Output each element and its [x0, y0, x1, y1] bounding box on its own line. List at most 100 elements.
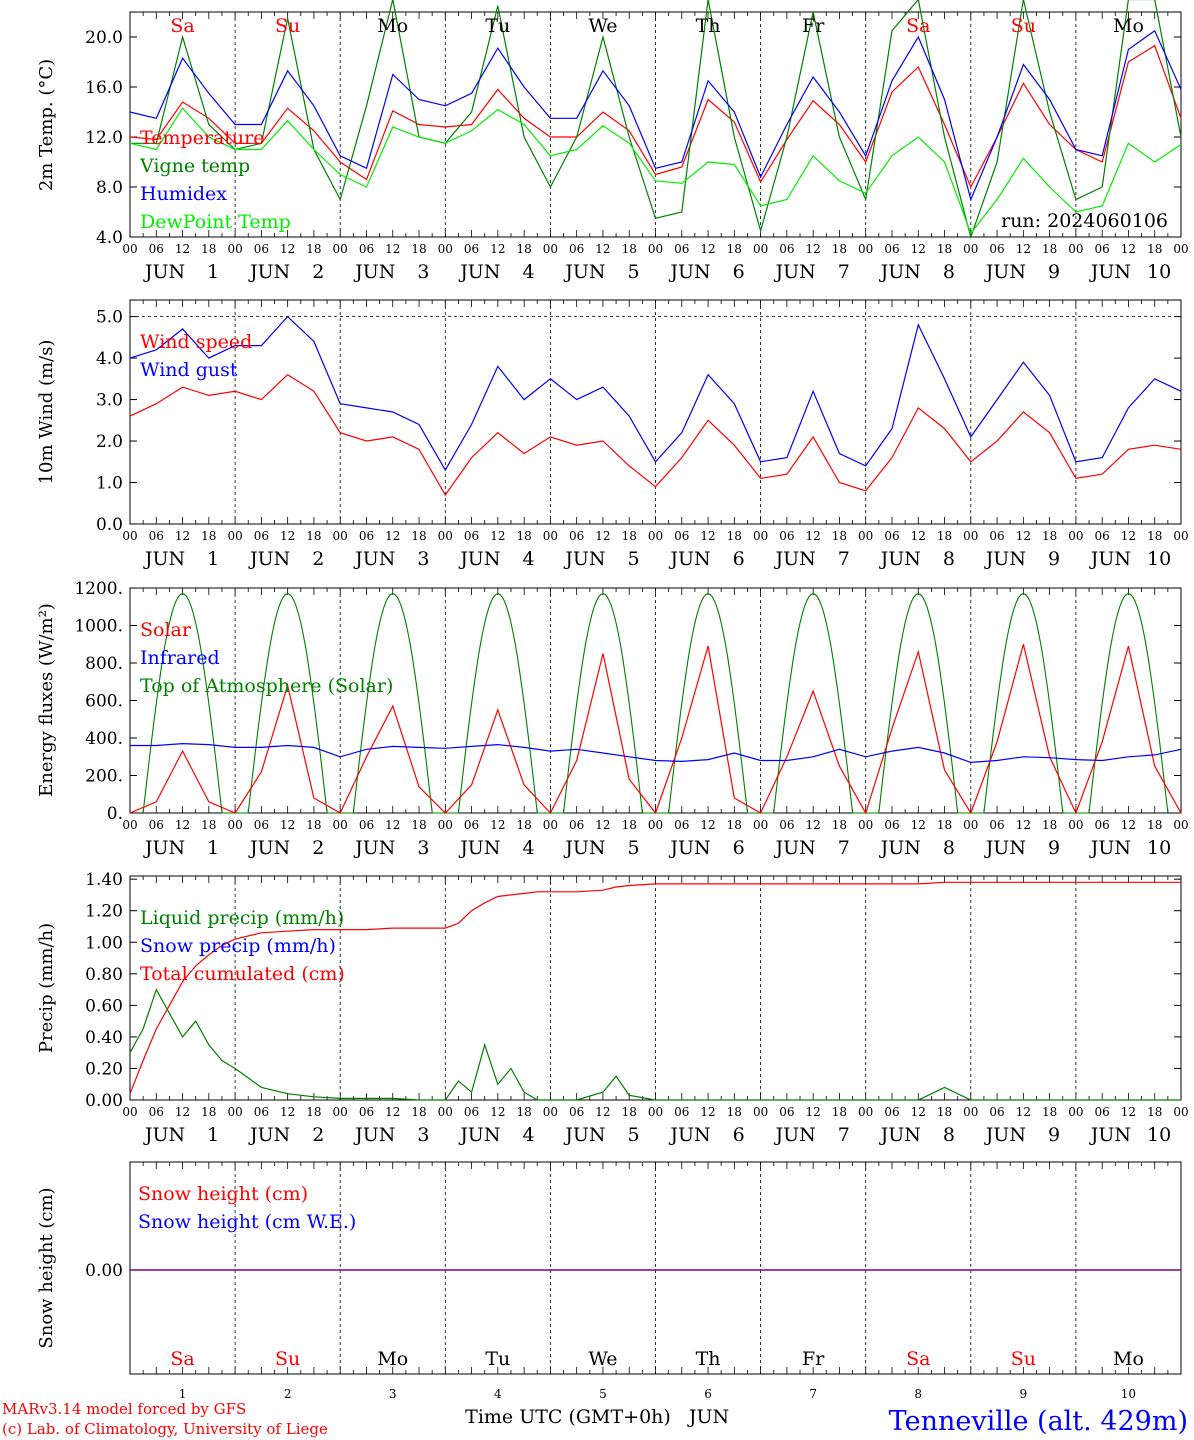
x-day-number: 10 — [1147, 1124, 1171, 1146]
x-tick-label: 12 — [385, 242, 400, 256]
x-tick-label: 06 — [149, 1105, 164, 1119]
x-tick-label: 00 — [1173, 529, 1188, 543]
y-tick-label: 4.0 — [96, 228, 123, 248]
y-tick-label: 20.0 — [85, 28, 123, 48]
x-day-number: 10 — [1147, 548, 1171, 570]
x-month-label: JUN — [879, 261, 921, 283]
x-month-label: JUN — [668, 261, 710, 283]
x-tick-label: 18 — [516, 242, 531, 256]
x-tick-label: 00 — [227, 242, 242, 256]
x-tick-label: 18 — [937, 1105, 952, 1119]
y-tick-label: 0.00 — [85, 1091, 123, 1111]
x-tick-label: 00 — [858, 818, 873, 832]
x-tick-label: 00 — [963, 242, 978, 256]
x-month-label: JUN — [984, 1124, 1026, 1146]
series-temperature-line — [129, 44, 1182, 189]
x-tick-label: 18 — [306, 818, 321, 832]
x-tick-label: 00 — [1068, 1105, 1083, 1119]
x-tick-label: 06 — [254, 818, 269, 832]
x-tick-label: 00 — [333, 242, 348, 256]
x-tick-label: 06 — [569, 242, 584, 256]
y-tick-label: 0. — [107, 804, 123, 824]
x-tick-label: 00 — [1068, 242, 1083, 256]
x-tick-label: 00 — [438, 818, 453, 832]
x-day-number: 2 — [312, 548, 324, 570]
series-total-cumulated-cm-line — [129, 881, 1181, 1094]
x-day-number: 7 — [838, 548, 850, 570]
x-tick-label: 18 — [832, 529, 847, 543]
station-name: Tenneville (alt. 429m) — [889, 1406, 1188, 1437]
x-tick-label: 00 — [543, 1105, 558, 1119]
x-tick-label: 12 — [385, 818, 400, 832]
x-tick-label: 12 — [1121, 818, 1136, 832]
x-tick-label: 06 — [359, 1105, 374, 1119]
x-tick-label: 00 — [333, 529, 348, 543]
y-axis-label: Precip (mm/h) — [36, 923, 57, 1053]
x-tick-label: 18 — [937, 818, 952, 832]
x-day-number: 10 — [1121, 1387, 1136, 1401]
x-day-number: 10 — [1147, 261, 1171, 283]
x-month-label: JUN — [774, 837, 816, 859]
x-tick-label: 00 — [543, 818, 558, 832]
x-tick-label: 18 — [1042, 1105, 1057, 1119]
x-tick-label: 06 — [884, 1105, 899, 1119]
x-day-number: 2 — [284, 1387, 292, 1401]
x-day-number: 3 — [417, 261, 429, 283]
x-day-number: 6 — [733, 548, 745, 570]
footer-credit-line: (c) Lab. of Climatology, University of L… — [2, 1420, 328, 1438]
x-tick-label: 18 — [1042, 529, 1057, 543]
weekday-label: Su — [275, 1348, 300, 1370]
legend-entry: Snow height (cm W.E.) — [138, 1211, 356, 1233]
x-day-number: 3 — [417, 548, 429, 570]
x-day-number: 2 — [312, 261, 324, 283]
x-day-number: 1 — [207, 548, 219, 570]
x-tick-label: 18 — [937, 242, 952, 256]
y-tick-label: 1.00 — [85, 933, 123, 953]
x-month-label: JUN — [353, 1124, 395, 1146]
x-tick-label: 12 — [911, 242, 926, 256]
x-axis-month-label: JUN — [687, 1406, 729, 1428]
x-tick-label: 06 — [674, 1105, 689, 1119]
x-tick-label: 18 — [1042, 242, 1057, 256]
x-tick-label: 06 — [569, 1105, 584, 1119]
x-tick-label: 12 — [700, 242, 715, 256]
x-month-label: JUN — [1089, 837, 1131, 859]
x-tick-label: 18 — [1147, 818, 1162, 832]
legend-entry: DewPoint Temp — [140, 211, 291, 233]
x-day-number: 7 — [838, 837, 850, 859]
y-axis-label: Energy fluxes (W/m²) — [36, 603, 57, 797]
x-day-number: 7 — [838, 1124, 850, 1146]
x-tick-label: 00 — [543, 529, 558, 543]
x-tick-label: 00 — [963, 818, 978, 832]
y-tick-label: 0.20 — [85, 1059, 123, 1079]
x-month-label: JUN — [1089, 1124, 1131, 1146]
x-tick-label: 00 — [227, 529, 242, 543]
x-tick-label: 00 — [333, 1105, 348, 1119]
x-tick-label: 00 — [1173, 1105, 1188, 1119]
legend-entry: Humidex — [140, 183, 227, 205]
x-tick-label: 00 — [753, 242, 768, 256]
x-day-number: 6 — [704, 1387, 712, 1401]
x-tick-label: 06 — [1095, 529, 1110, 543]
series-humidex-line — [129, 29, 1182, 202]
x-month-label: JUN — [774, 1124, 816, 1146]
x-day-number: 2 — [312, 837, 324, 859]
weekday-label: Su — [1011, 15, 1036, 37]
panel-3: 0. 200. 400. 600. 800. 1000. 1200. Energy fluxe… — [36, 579, 1189, 859]
weekday-label: Mo — [1113, 15, 1144, 37]
x-day-number: 6 — [733, 1124, 745, 1146]
panel-frame — [129, 587, 1182, 814]
x-tick-label: 00 — [438, 1105, 453, 1119]
x-tick-label: 18 — [516, 529, 531, 543]
x-tick-label: 18 — [622, 242, 637, 256]
x-tick-label: 00 — [333, 818, 348, 832]
legend-entry: Top of Atmosphere (Solar) — [140, 675, 393, 697]
x-month-label: JUN — [668, 837, 710, 859]
x-tick-label: 12 — [175, 818, 190, 832]
x-tick-label: 18 — [306, 242, 321, 256]
x-tick-label: 06 — [359, 529, 374, 543]
x-day-number: 5 — [628, 1124, 640, 1146]
x-tick-label: 18 — [1042, 818, 1057, 832]
x-tick-label: 06 — [464, 529, 479, 543]
x-day-number: 5 — [628, 548, 640, 570]
